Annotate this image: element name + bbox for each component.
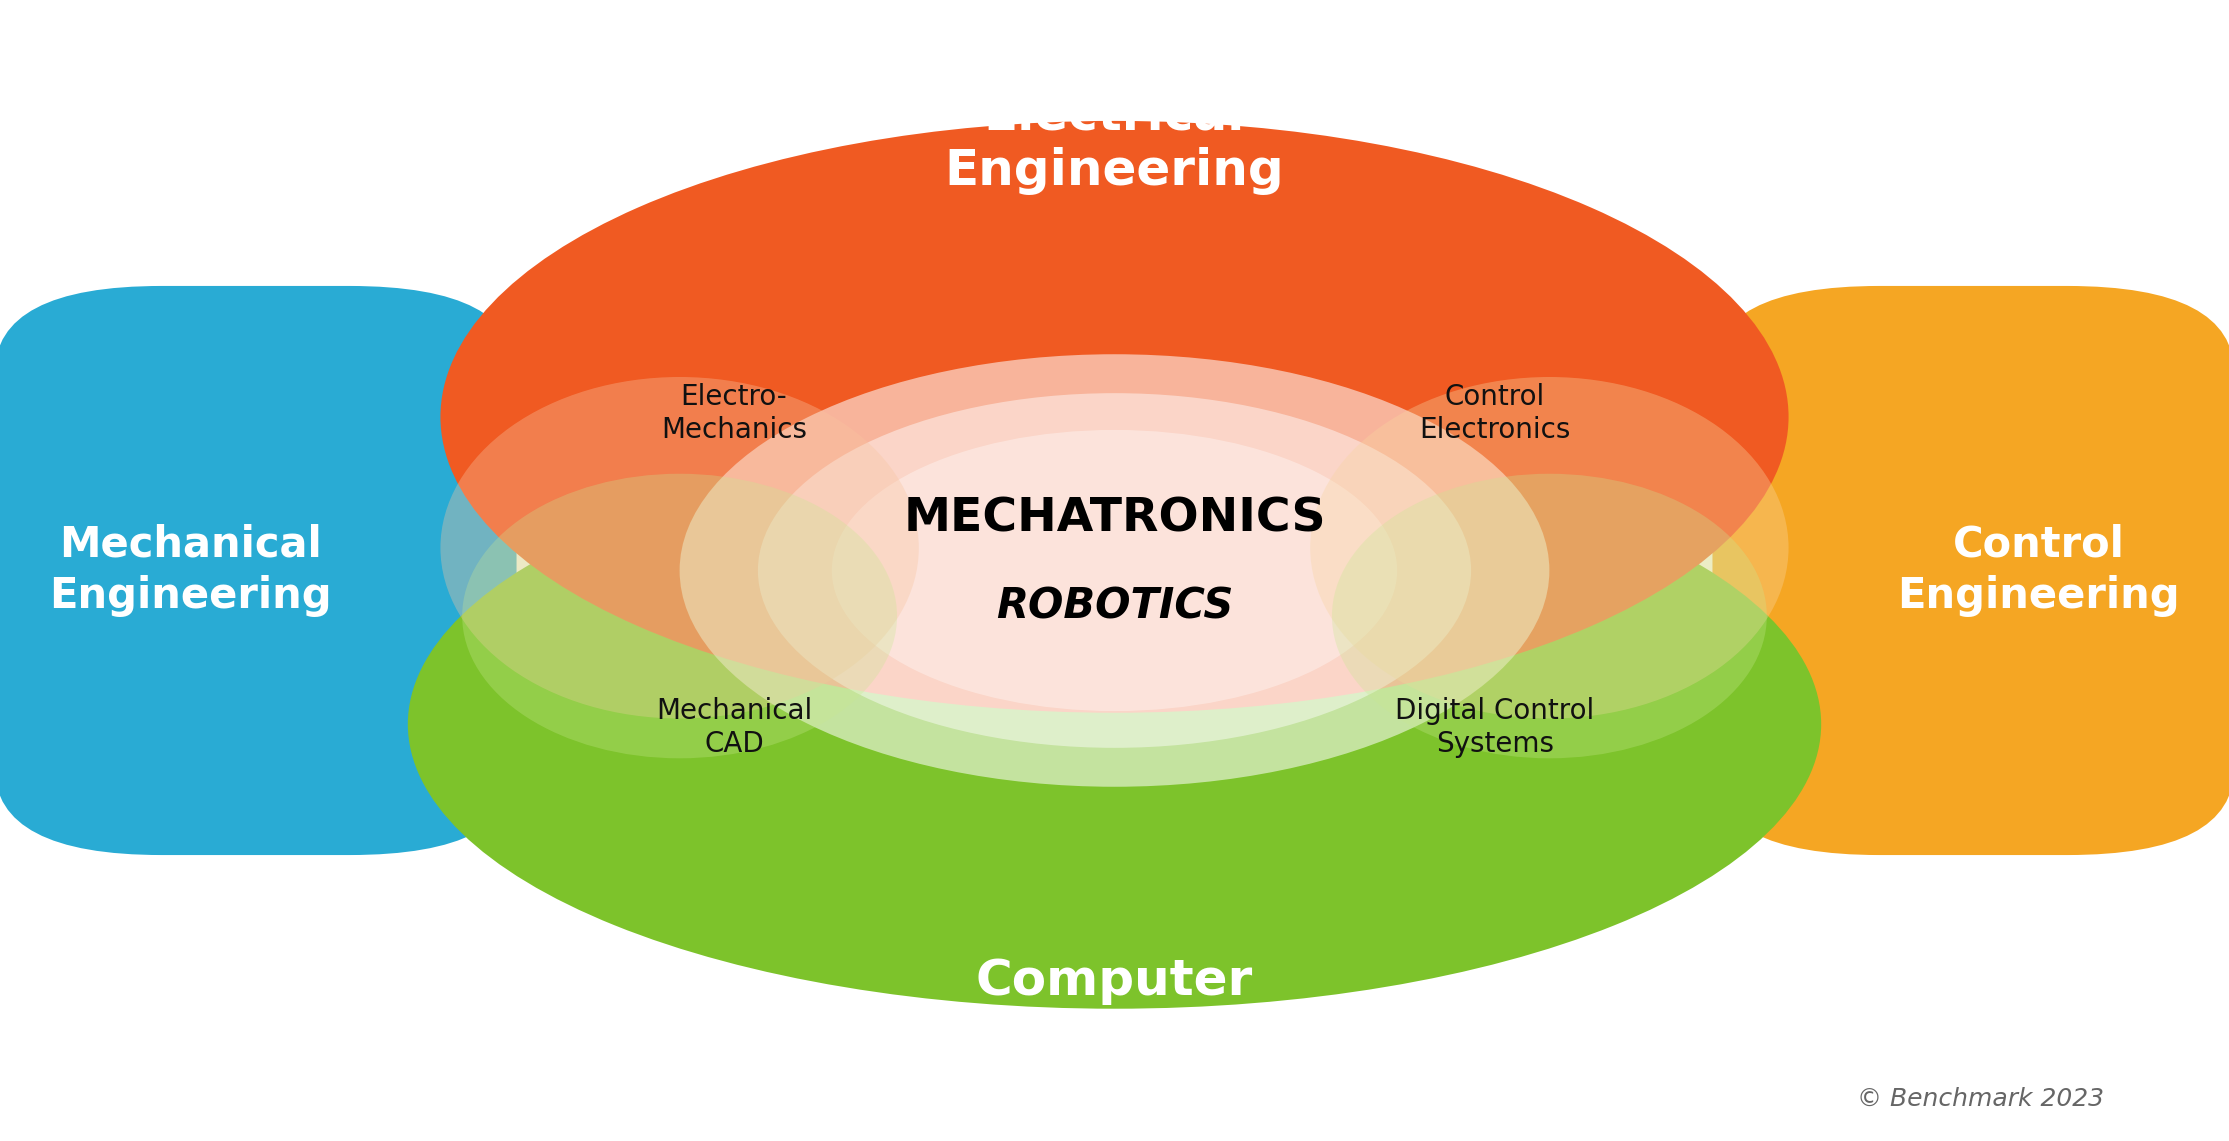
Ellipse shape (441, 377, 918, 719)
Ellipse shape (1311, 377, 1788, 719)
Ellipse shape (461, 474, 896, 759)
Text: Electro-
Mechanics: Electro- Mechanics (662, 382, 807, 444)
FancyBboxPatch shape (0, 286, 517, 855)
Ellipse shape (758, 394, 1471, 747)
Text: Computer
Engineering: Computer Engineering (945, 957, 1284, 1060)
Text: MECHATRONICS: MECHATRONICS (903, 496, 1326, 542)
Text: Digital Control
Systems: Digital Control Systems (1395, 697, 1594, 759)
Text: © Benchmark 2023: © Benchmark 2023 (1857, 1087, 2104, 1111)
Ellipse shape (1333, 474, 1768, 759)
FancyBboxPatch shape (1712, 286, 2229, 855)
Ellipse shape (441, 121, 1788, 713)
Ellipse shape (680, 354, 1549, 787)
Text: Control
Engineering: Control Engineering (1897, 524, 2180, 617)
Text: Control
Electronics: Control Electronics (1420, 382, 1571, 444)
Text: ROBOTICS: ROBOTICS (996, 586, 1233, 628)
Ellipse shape (831, 430, 1398, 711)
Text: Mechanical
Engineering: Mechanical Engineering (49, 524, 332, 617)
Ellipse shape (408, 439, 1821, 1009)
Text: Electrical
Engineering: Electrical Engineering (945, 92, 1284, 195)
Text: Mechanical
CAD: Mechanical CAD (655, 697, 811, 759)
